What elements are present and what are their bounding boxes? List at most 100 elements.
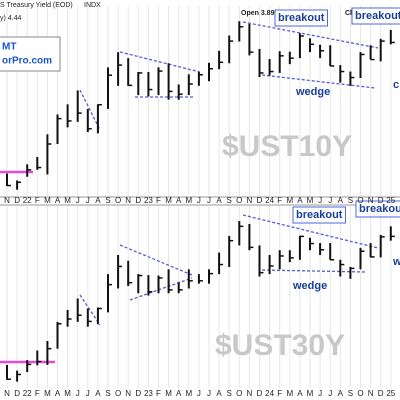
x-tick-label: M [307, 196, 314, 205]
x-tick-label: A [297, 196, 303, 205]
x-tick-label: O [236, 196, 242, 205]
x-tick-label: S [227, 389, 232, 398]
logo-box [0, 36, 61, 72]
x-tick-label: J [328, 196, 332, 205]
x-tick-label: F [277, 196, 282, 205]
x-tick-label: J [328, 389, 332, 398]
logo-text: orPro.com [2, 56, 52, 67]
watermark: $UST30Y [215, 329, 345, 362]
annotation: wedge [295, 86, 330, 98]
x-tick-label: J [197, 196, 201, 205]
x-tick-label: A [95, 389, 101, 398]
x-tick-label: N [4, 389, 10, 398]
annotation-box [351, 7, 400, 25]
x-tick-label: M [307, 389, 314, 398]
x-tick-label: M [286, 389, 293, 398]
x-tick-label: D [14, 389, 20, 398]
x-tick-label: M [185, 196, 192, 205]
x-tick-label: 24 [265, 196, 274, 205]
bars [6, 21, 395, 382]
x-tick-label: M [44, 196, 51, 205]
ohlc-label: Open 3.89 Hi [241, 10, 283, 17]
logo-text: MT [2, 42, 16, 53]
x-tick-label: M [185, 389, 192, 398]
annotation-box [355, 200, 400, 218]
x-tick-label: J [86, 196, 90, 205]
annotation: breakout [296, 209, 343, 221]
x-tick-label: O [357, 389, 363, 398]
x-tick-label: D [135, 196, 141, 205]
x-tick-label: D [135, 389, 141, 398]
x-tick-label: 25 [386, 389, 395, 398]
x-tick-label: D [257, 196, 263, 205]
x-tick-label: A [297, 389, 303, 398]
x-tick-label: F [277, 389, 282, 398]
x-tick-label: 22 [23, 389, 32, 398]
annotation-box [274, 9, 328, 27]
x-tick-label: A [55, 196, 61, 205]
last-value: y) 4.44 [0, 15, 22, 22]
x-tick-label: A [216, 196, 222, 205]
exchange: INDX [84, 2, 101, 9]
x-tick-label: N [368, 196, 374, 205]
x-tick-label: F [35, 196, 40, 205]
x-tick-label: D [378, 389, 384, 398]
x-tick-label: S [105, 389, 110, 398]
x-tick-label: 23 [144, 389, 153, 398]
x-tick-label: A [176, 389, 182, 398]
close-label: Clo [345, 10, 356, 17]
annotation: wedge [292, 280, 327, 292]
annotation: w [392, 256, 400, 268]
annotation: c [393, 79, 399, 91]
x-tick-label: 22 [23, 196, 32, 205]
x-tick-label: A [55, 389, 61, 398]
x-tick-label: O [115, 389, 121, 398]
x-tick-label: F [156, 196, 161, 205]
x-tick-label: J [318, 196, 322, 205]
watermark: $UST10Y [222, 130, 352, 163]
x-tick-label: D [378, 196, 384, 205]
x-tick-label: J [207, 196, 211, 205]
x-tick-label: N [368, 389, 374, 398]
x-tick-label: M [64, 389, 71, 398]
x-tick-label: J [207, 389, 211, 398]
x-tick-label: S [348, 196, 353, 205]
x-tick-label: M [165, 196, 172, 205]
x-tick-label: A [95, 196, 101, 205]
x-tick-label: A [338, 389, 344, 398]
x-tick-label: O [115, 196, 121, 205]
x-tick-label: O [357, 196, 363, 205]
x-tick-label: D [14, 196, 20, 205]
x-tick-label: S [105, 196, 110, 205]
x-tick-label: F [35, 389, 40, 398]
x-tick-label: N [4, 196, 10, 205]
x-tick-label: N [125, 196, 131, 205]
subtitle: S Treasury Yield (EOD) [0, 2, 73, 9]
annotation: breakout [359, 203, 400, 215]
x-tick-label: M [44, 389, 51, 398]
x-tick-label: N [125, 389, 131, 398]
x-tick-label: M [64, 196, 71, 205]
x-tick-label: J [76, 389, 80, 398]
x-tick-label: J [197, 389, 201, 398]
x-tick-label: A [176, 196, 182, 205]
x-tick-label: O [236, 389, 242, 398]
x-tick-label: D [257, 389, 263, 398]
x-tick-label: S [348, 389, 353, 398]
x-tick-label: M [286, 196, 293, 205]
x-tick-label: F [156, 389, 161, 398]
x-tick-label: J [76, 196, 80, 205]
annotations: breakout breakout wedge c breakout breakout we… [274, 7, 400, 292]
x-tick-label: N [247, 389, 253, 398]
annotation-box [292, 206, 346, 224]
x-tick-label: A [216, 389, 222, 398]
x-tick-label: 24 [265, 389, 274, 398]
x-tick-label: 23 [144, 196, 153, 205]
x-tick-label: N [247, 196, 253, 205]
x-tick-label: S [227, 196, 232, 205]
trend-lines [79, 21, 379, 326]
x-tick-label: M [165, 389, 172, 398]
x-tick-label: J [86, 389, 90, 398]
annotation: breakout [355, 10, 400, 22]
